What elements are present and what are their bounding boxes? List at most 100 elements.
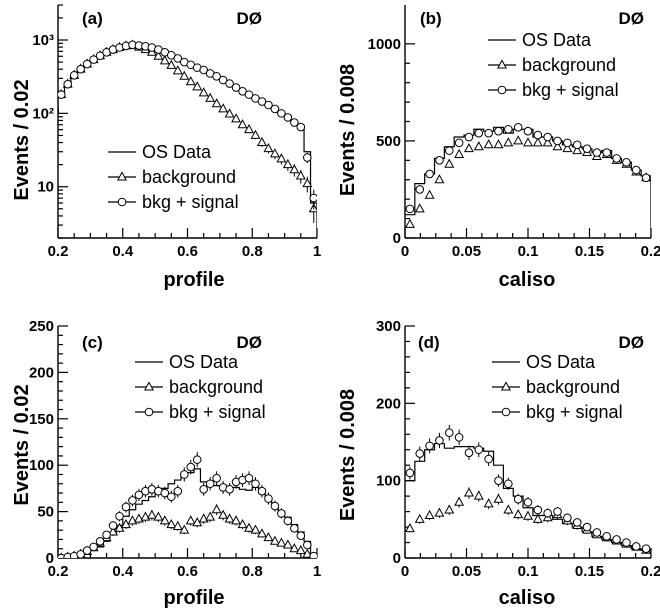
panel-c-background-point: [295, 544, 306, 555]
panel-a-background-point: [153, 50, 164, 60]
panel-b: 0 0.05 0.1 0.15 0.2 0 500 1000 OS Data background…: [337, 5, 660, 291]
panel-c-bkg-signal-point: [167, 492, 176, 502]
panel-c-bkg-signal-point: [160, 488, 170, 498]
panel-c-data: [58, 451, 317, 558]
panel-c-background-point: [224, 513, 235, 523]
panel-c-ylabel: Events / 0.02: [11, 384, 33, 505]
panel-d-series-os-data: [405, 442, 651, 558]
panel-b-background-point: [513, 135, 524, 145]
panel-c-bkg-signal-point: [179, 470, 189, 479]
panel-a-x-tick-label: 1: [313, 243, 321, 260]
panel-c-bkg-signal-point: [277, 509, 286, 518]
panel-d-bkg-signal-point: [533, 505, 543, 515]
panel-a-legend-entry: bkg + signal: [142, 192, 239, 212]
panel-c: 0.2 0.4 0.6 0.8 1 0 50 100 150 200 250 OS Data backg…: [11, 318, 321, 609]
panel-a-legend-marker: [117, 171, 127, 181]
panel-a-x-tick-label: 0.6: [177, 243, 198, 260]
panel-a-background-point: [224, 108, 235, 118]
panel-c-legend: OS Data background bkg + signal: [135, 352, 266, 422]
panel-c-legend-entry: background: [169, 377, 263, 397]
panel-b-background-point: [463, 143, 474, 153]
panel-c-background-point: [276, 537, 287, 547]
panel-a-background-point: [205, 92, 216, 102]
panel-b-bkg-signal-point: [553, 136, 562, 146]
panel-a-plot: 0.2 0.4 0.6 0.8 1 10 10² 10³ OS Data background bk…: [32, 4, 321, 260]
panel-a-y-tick-label: 10: [37, 179, 54, 196]
panel-a-background-point: [172, 65, 183, 75]
panel-c-background-point: [244, 522, 254, 532]
panel-d-bkg-signal-point: [405, 468, 415, 478]
panel-b-background-point: [562, 143, 573, 153]
panel-d-background-point: [424, 509, 435, 519]
panel-d-bkg-signal-point: [572, 518, 582, 527]
panel-c-bkg-signal-point: [134, 490, 144, 500]
panel-b-bkg-signal-point: [504, 124, 513, 134]
panel-b-series-os-data: [405, 126, 651, 238]
panel-d-bkg-signal-point: [484, 454, 493, 464]
panel-c-x-tick-label: 1: [313, 563, 321, 580]
panel-b-bkg-signal-point: [602, 148, 612, 157]
panel-a-experiment: DØ: [237, 9, 263, 28]
panel-d-background-point: [483, 498, 494, 508]
panel-b-background-point: [483, 139, 494, 149]
panel-c-bkg-signal-point: [128, 496, 137, 505]
panel-c-legend-entry: OS Data: [169, 352, 239, 372]
panel-d-legend-marker: [501, 407, 511, 417]
panel-c-y-tick-label: 200: [29, 364, 54, 381]
panel-a-bkg-signal-point: [89, 55, 98, 64]
panel-d-bkg-signal-point: [641, 544, 651, 554]
panel-b-bkg-signal-point: [405, 204, 415, 214]
panel-b-bkg-signal-point: [444, 146, 454, 155]
panel-a-bkg-signal-point: [296, 122, 306, 132]
panel-d-label: (d): [418, 333, 440, 352]
panel-a-bkg-signal-point: [283, 113, 293, 122]
panel-d-legend-entry: background: [526, 377, 620, 397]
panel-a-bkg-signal-point: [277, 109, 286, 118]
panel-b-y-tick-label: 0: [393, 230, 401, 247]
panel-a-bkg-signal-point: [302, 153, 312, 162]
panel-b-legend-marker: [497, 59, 507, 69]
panel-c-xlabel: profile: [163, 587, 224, 609]
panel-b-background-point: [424, 189, 435, 199]
panel-b-background-point: [572, 144, 583, 155]
panel-d-y-tick-label: 300: [376, 318, 401, 335]
panel-a-bkg-signal-point: [82, 59, 92, 69]
panel-c-background-point: [237, 518, 248, 529]
panel-a: 0.2 0.4 0.6 0.8 1 10 10² 10³ OS Data background bk…: [11, 4, 321, 291]
panel-b-bkg-signal-point: [641, 173, 651, 183]
panel-c-bkg-signal-point: [82, 546, 92, 555]
panel-a-legend-entry: background: [142, 167, 236, 187]
panel-b-bkg-signal-point: [513, 123, 523, 132]
panel-c-bkg-signal-point: [115, 511, 124, 521]
panel-b-bkg-signal-point: [572, 140, 582, 150]
panel-d-legend-entry: OS Data: [526, 352, 596, 372]
panel-d-background-point: [434, 507, 445, 517]
panel-b-bkg-signal-point: [582, 144, 592, 153]
panel-a-background-point: [231, 113, 242, 123]
panel-d-bkg-signal-point: [602, 532, 612, 541]
panel-b-bkg-signal-point: [464, 132, 474, 142]
panel-c-background-point: [166, 518, 177, 529]
panel-b-background-point: [414, 203, 425, 213]
panel-d-legend: OS Data background bkg + signal: [492, 352, 623, 422]
panel-d-background-point: [513, 509, 524, 519]
panel-c-background-point: [146, 509, 157, 519]
panel-d-x-tick-label: 0.05: [452, 563, 481, 580]
panel-d-bkg-signal-point: [523, 498, 533, 507]
panel-a-background-point: [289, 164, 300, 174]
panel-c-y-tick-label: 50: [37, 504, 54, 521]
panel-d-background-point: [493, 493, 504, 503]
panel-a-background-point: [218, 103, 229, 113]
panel-d-bkg-signal-point: [612, 535, 621, 544]
panel-b-bkg-signal-point: [474, 128, 484, 138]
panel-a-bkg-signal-point: [95, 51, 105, 61]
panel-a-background-point: [269, 148, 280, 158]
panel-b-data: [405, 123, 651, 238]
panel-d-bkg-signal-point: [543, 508, 552, 518]
panel-b-bkg-signal-point: [612, 154, 621, 163]
panel-b-x-tick-label: 0.1: [518, 243, 539, 260]
panel-d-y-tick-label: 100: [376, 473, 401, 490]
panel-b-bkg-signal-point: [563, 138, 572, 148]
panel-c-bkg-signal-point: [225, 485, 234, 494]
panel-c-bkg-signal-point: [95, 536, 105, 546]
